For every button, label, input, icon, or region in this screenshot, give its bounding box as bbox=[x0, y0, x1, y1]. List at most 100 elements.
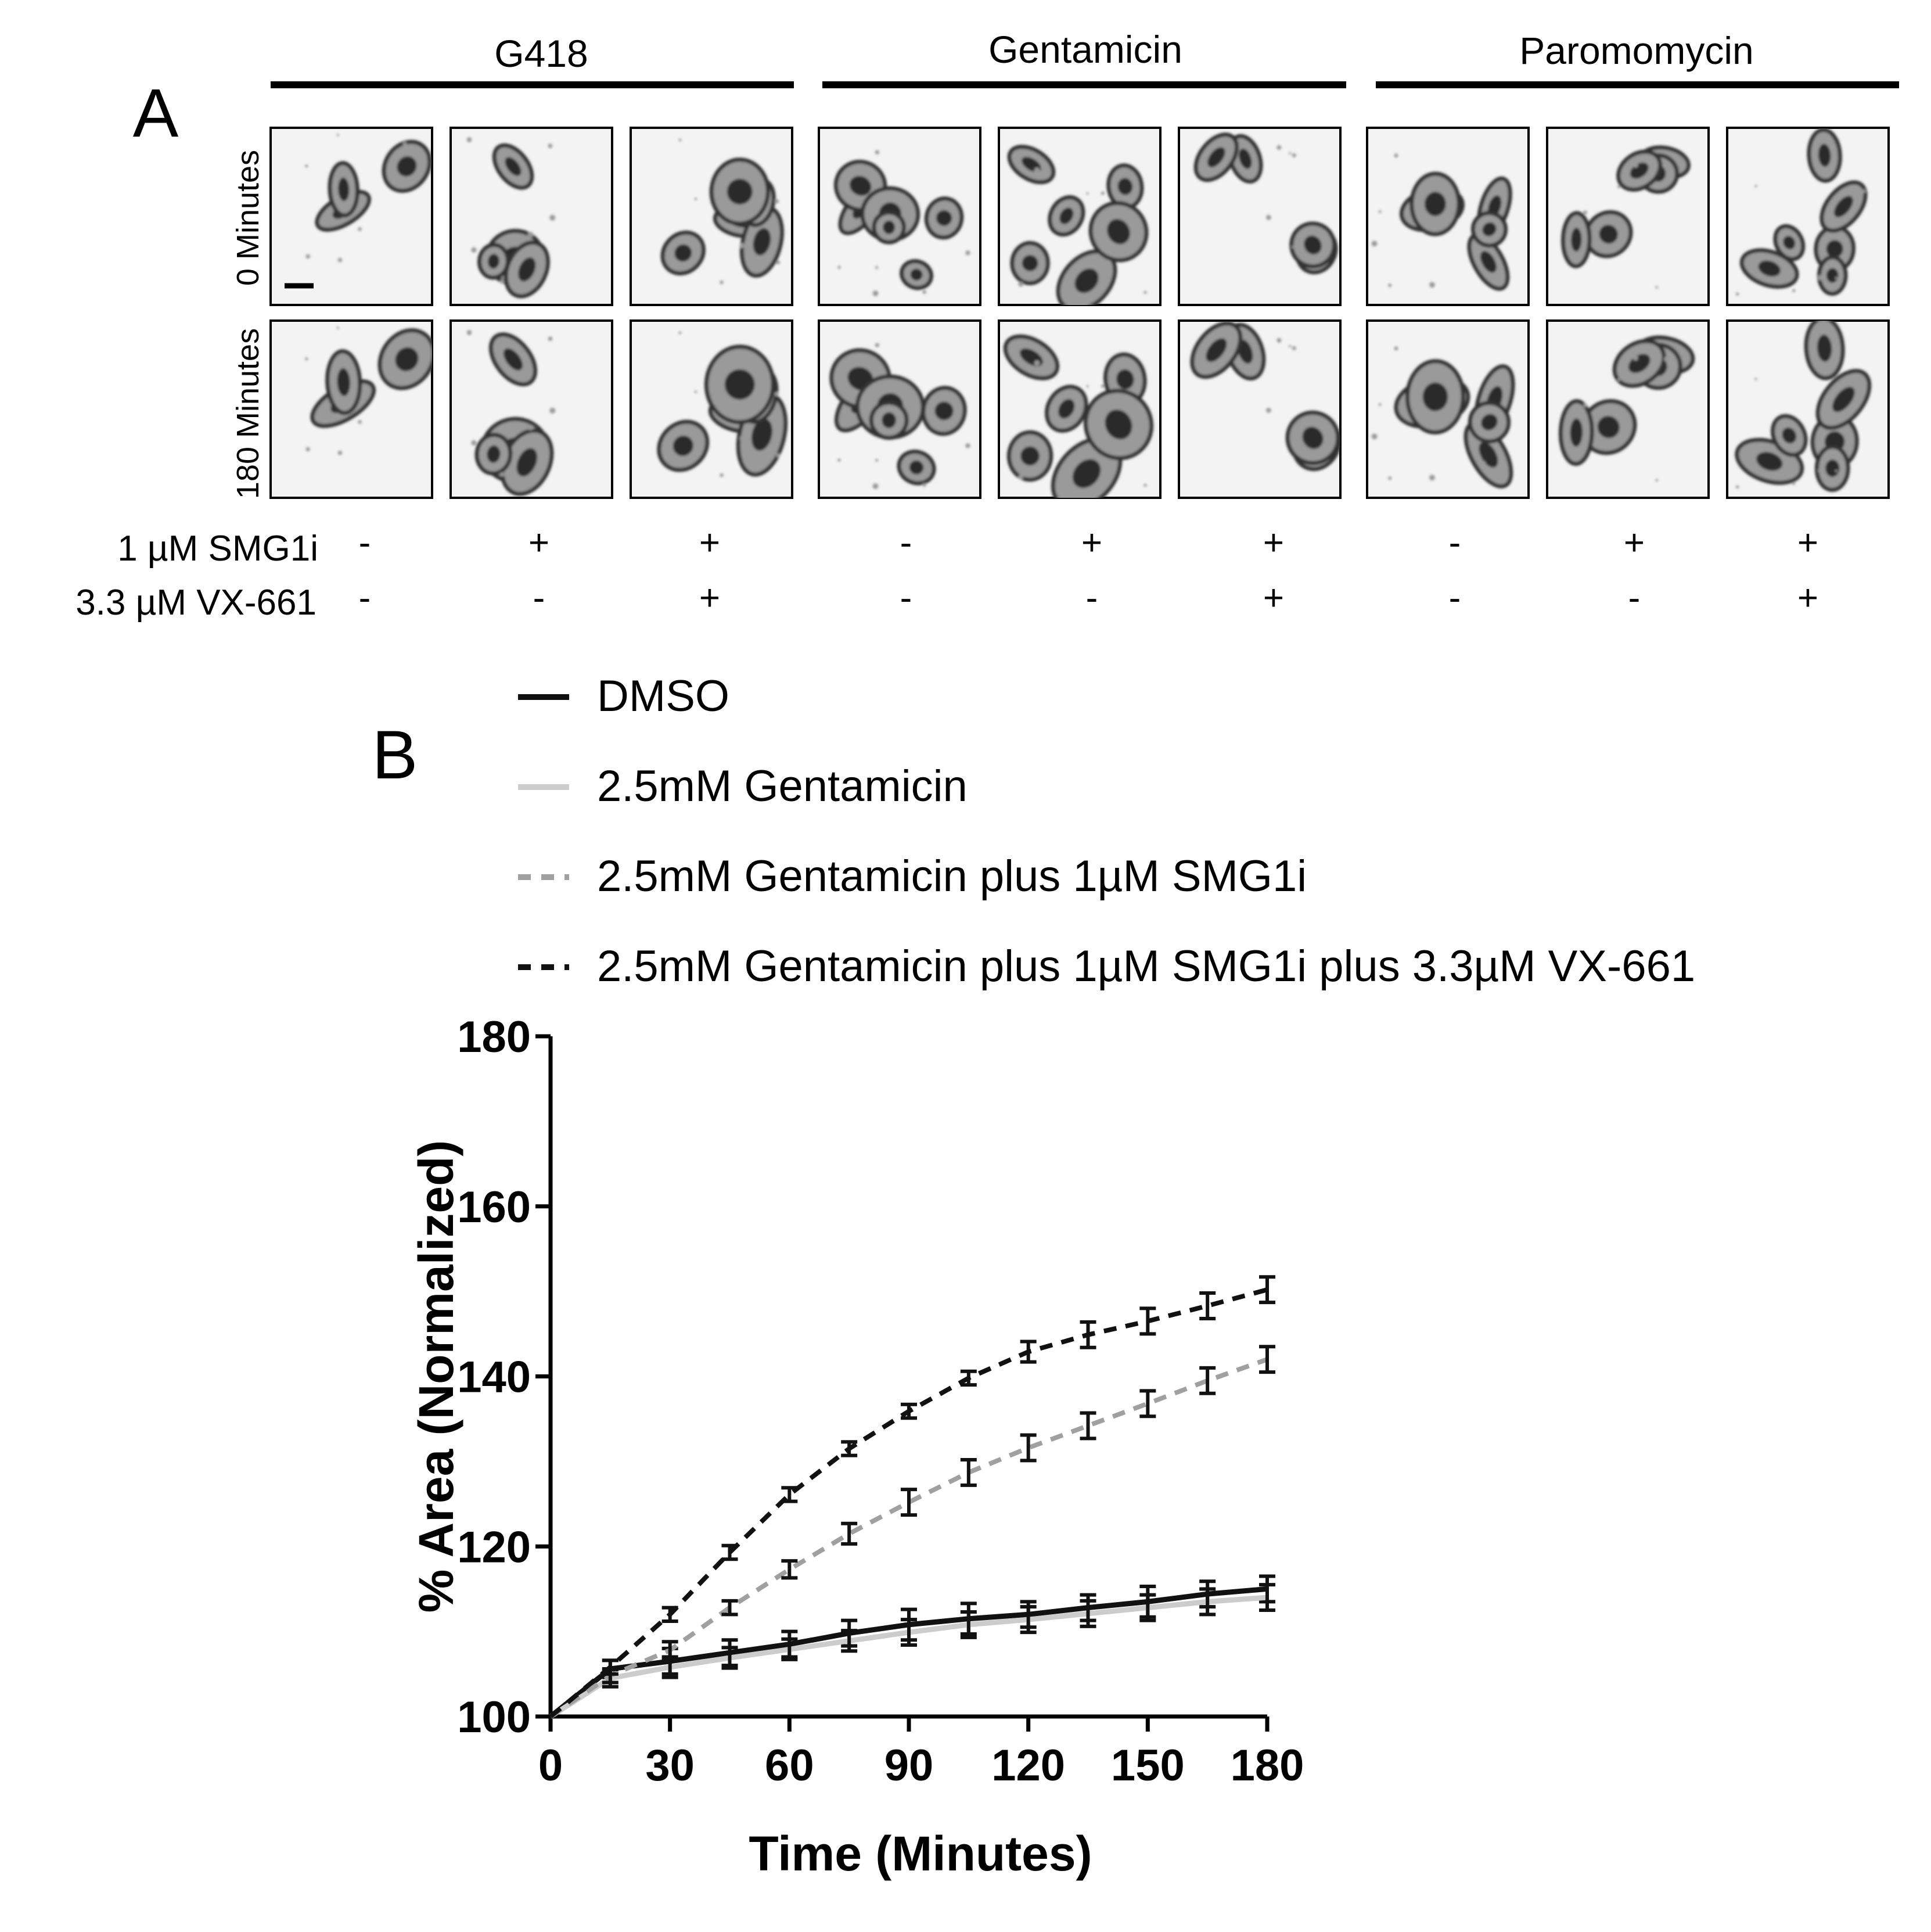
row-label-0-minutes: 0 Minutes bbox=[231, 150, 265, 286]
error-bar bbox=[1199, 1366, 1216, 1395]
condition-sign: + bbox=[1797, 578, 1818, 618]
micrograph-tile bbox=[269, 319, 433, 499]
error-bar bbox=[960, 1457, 977, 1487]
condition-sign: + bbox=[1624, 523, 1645, 563]
legend-entry: DMSO bbox=[597, 671, 729, 721]
condition-sign: - bbox=[900, 578, 912, 618]
error-bar bbox=[661, 1640, 678, 1661]
error-bar bbox=[602, 1658, 619, 1676]
y-tick-label: 160 bbox=[457, 1183, 531, 1232]
error-bar bbox=[1080, 1411, 1096, 1441]
condition-sign: + bbox=[1081, 523, 1102, 563]
error-bar bbox=[721, 1646, 738, 1670]
micrograph-tile bbox=[1366, 127, 1530, 306]
micrograph-grid bbox=[269, 127, 1890, 499]
error-bar bbox=[661, 1606, 678, 1624]
error-bar bbox=[1259, 1583, 1275, 1613]
group-label-paromomycin: Paromomycin bbox=[1519, 29, 1753, 72]
chart-legend: DMSO 2.5mM Gentamicin 2.5mM Gentamicin plu… bbox=[518, 671, 1695, 991]
micrograph-tile bbox=[630, 319, 793, 499]
condition-sign: - bbox=[900, 523, 912, 563]
condition-label-smg1i: 1 µM SMG1i bbox=[117, 529, 318, 569]
panel-b-label: B bbox=[372, 717, 418, 793]
condition-sign: - bbox=[359, 578, 371, 618]
x-tick-label: 150 bbox=[1111, 1741, 1185, 1790]
error-bar bbox=[901, 1618, 917, 1647]
condition-sign: + bbox=[1263, 523, 1284, 563]
micrograph-tile bbox=[450, 127, 613, 306]
y-tick-label: 120 bbox=[457, 1522, 531, 1572]
x-axis-label: Time (Minutes) bbox=[749, 1826, 1092, 1881]
x-tick-label: 0 bbox=[538, 1741, 563, 1790]
x-tick-label: 120 bbox=[991, 1741, 1065, 1790]
row-label-180-minutes: 180 Minutes bbox=[231, 328, 265, 499]
series bbox=[549, 1583, 1275, 1719]
error-bar bbox=[841, 1440, 858, 1457]
micrograph-tile bbox=[998, 127, 1162, 306]
micrograph-tile bbox=[998, 319, 1162, 499]
error-bar bbox=[901, 1488, 917, 1517]
micrograph-tile bbox=[1546, 127, 1710, 306]
treatment-conditions: 1 µM SMG1i 3.3 µM VX-661 - + + - + + - + + - - + - - +… bbox=[75, 523, 1818, 623]
error-bar bbox=[721, 1599, 738, 1617]
group-label-gentamicin: Gentamicin bbox=[988, 28, 1182, 71]
micrograph-tile bbox=[1366, 319, 1530, 499]
error-bar bbox=[1020, 1433, 1037, 1463]
line-chart: 100 120 140 160 180 0 30 60 90 120 150 180 Time (Min… bbox=[409, 1012, 1304, 1881]
micrograph-tile bbox=[1178, 319, 1342, 499]
error-bar bbox=[1080, 1320, 1096, 1349]
error-bar bbox=[841, 1629, 858, 1653]
group-headers: G418 Gentamicin Paromomycin bbox=[271, 28, 1899, 88]
x-tick-label: 30 bbox=[645, 1741, 695, 1790]
x-tick-label: 180 bbox=[1231, 1741, 1304, 1790]
series bbox=[549, 1275, 1275, 1719]
error-bar bbox=[960, 1369, 977, 1387]
error-bar bbox=[1259, 1345, 1275, 1374]
error-bar bbox=[1020, 1340, 1037, 1364]
error-bar bbox=[781, 1637, 798, 1661]
micrograph-tile bbox=[818, 127, 981, 306]
legend-entry: 2.5mM Gentamicin plus 1µM SMG1i bbox=[597, 852, 1307, 901]
micrograph-tile bbox=[1178, 127, 1342, 306]
condition-sign: - bbox=[1628, 578, 1641, 618]
micrograph-tile bbox=[269, 127, 433, 306]
micrograph-tile bbox=[630, 127, 793, 306]
error-bar bbox=[960, 1610, 977, 1639]
group-label-g418: G418 bbox=[494, 32, 588, 75]
condition-sign: + bbox=[1797, 523, 1818, 563]
micrograph-tile bbox=[1546, 319, 1710, 499]
x-tick-label: 90 bbox=[884, 1741, 934, 1790]
condition-sign: + bbox=[699, 523, 720, 563]
error-bar bbox=[781, 1559, 798, 1580]
condition-sign: + bbox=[528, 523, 549, 563]
error-bar bbox=[781, 1486, 798, 1503]
error-bar bbox=[1139, 1306, 1156, 1336]
y-tick-label: 140 bbox=[457, 1353, 531, 1402]
micrograph-tile bbox=[1726, 127, 1890, 306]
condition-sign: - bbox=[1086, 578, 1098, 618]
error-bar bbox=[1259, 1275, 1275, 1305]
y-axis-label: % Area (Normalized) bbox=[409, 1140, 463, 1613]
condition-sign: + bbox=[699, 578, 720, 618]
error-bar bbox=[901, 1402, 917, 1420]
x-tick-label: 60 bbox=[765, 1741, 814, 1790]
error-bar bbox=[841, 1521, 858, 1546]
condition-sign: - bbox=[533, 578, 545, 618]
error-bar bbox=[1080, 1599, 1096, 1628]
y-tick-label: 180 bbox=[457, 1012, 531, 1062]
error-bar bbox=[721, 1543, 738, 1561]
error-bar bbox=[1199, 1291, 1216, 1320]
condition-sign: + bbox=[1263, 578, 1284, 618]
error-bar bbox=[1020, 1605, 1037, 1635]
condition-label-vx661: 3.3 µM VX-661 bbox=[75, 583, 317, 623]
condition-sign: - bbox=[359, 523, 371, 563]
panel-a-label: A bbox=[133, 75, 179, 152]
micrograph-tile bbox=[450, 319, 613, 499]
error-bar bbox=[1139, 1593, 1156, 1622]
condition-sign: - bbox=[1449, 578, 1461, 618]
micrograph-tile bbox=[818, 319, 981, 499]
condition-sign: - bbox=[1449, 523, 1461, 563]
error-bar bbox=[1199, 1587, 1216, 1617]
